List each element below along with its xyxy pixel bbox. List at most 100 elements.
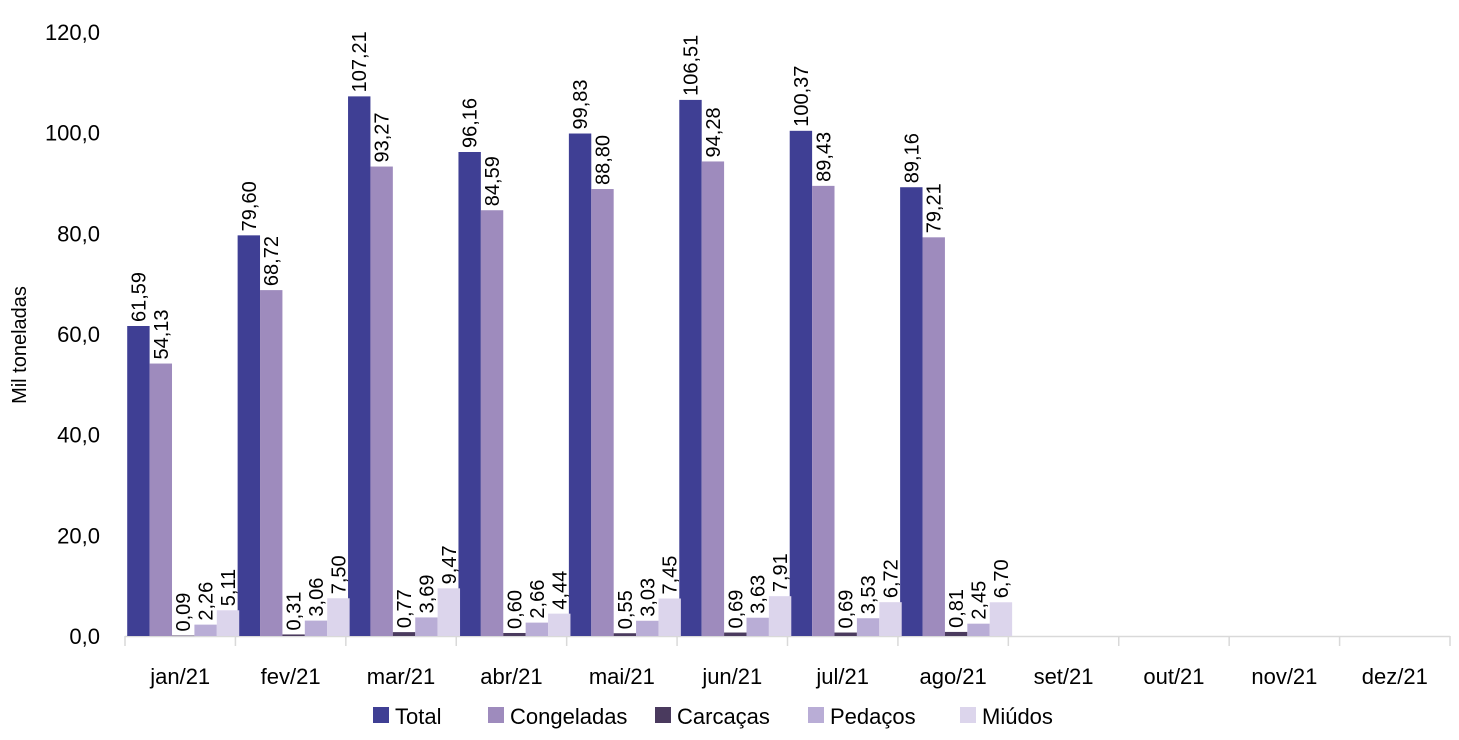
data-label: 54,13 [151, 309, 173, 359]
y-tick-label: 60,0 [57, 322, 100, 347]
bar [304, 620, 328, 636]
bar [282, 634, 305, 636]
data-label: 88,80 [592, 135, 614, 185]
bar [701, 161, 725, 636]
data-label: 84,59 [482, 156, 504, 206]
x-tick-label: dez/21 [1362, 664, 1428, 689]
bar [480, 210, 504, 636]
bar [370, 166, 393, 636]
data-label: 0,60 [504, 590, 526, 629]
data-label: 89,16 [901, 133, 923, 183]
y-tick-label: 100,0 [45, 121, 100, 146]
bar [327, 598, 350, 636]
legend-swatch [960, 707, 976, 723]
bar [812, 185, 835, 636]
bar [989, 602, 1013, 636]
legend-label: Congeladas [510, 704, 627, 729]
legend-label: Miúdos [982, 704, 1053, 729]
data-label: 5,11 [218, 569, 240, 606]
bar [834, 632, 857, 636]
x-tick-label: jan/21 [149, 664, 210, 689]
bar [613, 633, 637, 636]
bar [348, 96, 371, 636]
bar [658, 598, 681, 636]
data-label: 3,06 [306, 578, 328, 617]
bar [127, 325, 150, 636]
data-label: 7,45 [660, 556, 682, 595]
data-label: 0,81 [946, 589, 968, 628]
bar [900, 187, 923, 636]
data-label: 7,50 [328, 555, 350, 594]
data-label: 3,03 [637, 578, 659, 617]
bar [525, 622, 549, 636]
x-axis-ticks: jan/21 fev/21 mar/21 abr/21 mai/21 jun/21 jul/… [124, 636, 1451, 689]
legend-label: Carcaças [677, 704, 770, 729]
data-label: 93,27 [372, 112, 394, 162]
bar [548, 613, 571, 636]
data-label: 6,70 [991, 559, 1013, 598]
bar [503, 632, 526, 636]
x-tick-label: fev/21 [261, 664, 321, 689]
data-label: 0,69 [725, 590, 747, 629]
bar [260, 290, 283, 636]
bar [216, 610, 240, 636]
legend-label: Pedaços [830, 704, 916, 729]
y-axis-title: Mil toneladas [9, 286, 31, 404]
y-tick-label: 40,0 [57, 423, 100, 448]
y-tick-label: 0,0 [69, 624, 100, 649]
data-label: 61,59 [128, 272, 150, 322]
x-tick-label: ago/21 [919, 664, 986, 689]
x-tick-label: abr/21 [480, 664, 542, 689]
bar [568, 133, 592, 636]
data-label: 0,69 [836, 590, 858, 629]
legend: Total Congeladas Carcaças Pedaços Miúdos [373, 704, 1053, 729]
data-label: 3,63 [748, 575, 770, 614]
legend-swatch [808, 707, 824, 723]
x-tick-label: mar/21 [367, 664, 435, 689]
bar [591, 189, 614, 637]
legend-swatch [655, 707, 671, 723]
bar [967, 623, 990, 636]
bar [237, 235, 261, 636]
data-label: 79,60 [239, 181, 261, 231]
data-label: 89,43 [813, 132, 835, 182]
data-label: 0,09 [173, 593, 195, 632]
bar [944, 631, 968, 636]
data-label: 96,16 [460, 98, 482, 148]
data-label: 9,47 [439, 545, 461, 584]
data-label: 0,31 [284, 592, 306, 631]
legend-swatch [373, 707, 389, 723]
data-label: 94,28 [703, 107, 725, 157]
bar [415, 617, 438, 636]
x-tick-label: jul/21 [815, 664, 869, 689]
x-tick-label: set/21 [1034, 664, 1094, 689]
x-tick-label: mai/21 [589, 664, 655, 689]
data-label: 6,72 [881, 559, 903, 598]
bar [392, 632, 416, 636]
data-label: 0,55 [615, 590, 637, 629]
data-label: 2,26 [196, 582, 218, 621]
data-label: 99,83 [570, 79, 592, 129]
data-label: 106,51 [680, 35, 702, 96]
data-label: 2,66 [527, 580, 549, 619]
bar [458, 151, 481, 636]
bar [679, 99, 702, 637]
y-tick-label: 20,0 [57, 523, 100, 548]
data-label: 79,21 [924, 183, 946, 233]
bar [636, 620, 659, 636]
data-label: 107,21 [349, 31, 371, 92]
y-tick-label: 120,0 [45, 20, 100, 45]
bar [746, 617, 769, 636]
x-tick-label: out/21 [1143, 664, 1204, 689]
bar [724, 632, 747, 636]
bar [856, 618, 880, 636]
data-label: 68,72 [261, 236, 283, 286]
data-label: 3,69 [416, 574, 438, 613]
data-label: 4,44 [549, 571, 571, 610]
data-label: 0,77 [394, 589, 416, 628]
bar [172, 635, 195, 637]
data-label: 100,37 [791, 66, 813, 127]
y-tick-label: 80,0 [57, 221, 100, 246]
